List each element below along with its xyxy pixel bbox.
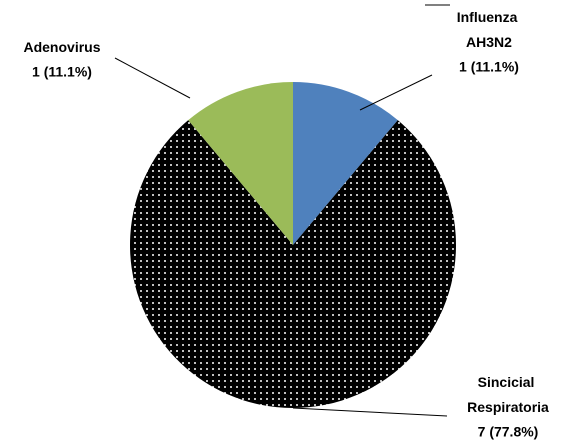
slice-label-line: Respiratoria bbox=[467, 399, 549, 415]
pie-slice bbox=[188, 82, 293, 245]
value-label: 1 (11.1%) bbox=[459, 59, 519, 75]
value-label: 7 (77.8%) bbox=[478, 424, 539, 440]
slice-label-line: Influenza bbox=[457, 9, 522, 25]
leader-line bbox=[359, 74, 433, 111]
leader-line bbox=[114, 57, 191, 99]
slice-label: Adenovirus bbox=[23, 39, 100, 55]
slice-label-line: AH3N2 bbox=[466, 34, 512, 50]
slice-label-line: Sincicial bbox=[478, 374, 539, 390]
leader-line bbox=[292, 407, 448, 417]
slice-label-line: Adenovirus bbox=[23, 39, 100, 55]
slice-label: Sincicial Respiratoria bbox=[467, 374, 549, 415]
value-label: 1 (11.1%) bbox=[32, 64, 92, 80]
slice-label: Influenza AH3N2 bbox=[457, 9, 522, 50]
pie-slice bbox=[129, 120, 456, 408]
pie-slice bbox=[293, 82, 398, 245]
